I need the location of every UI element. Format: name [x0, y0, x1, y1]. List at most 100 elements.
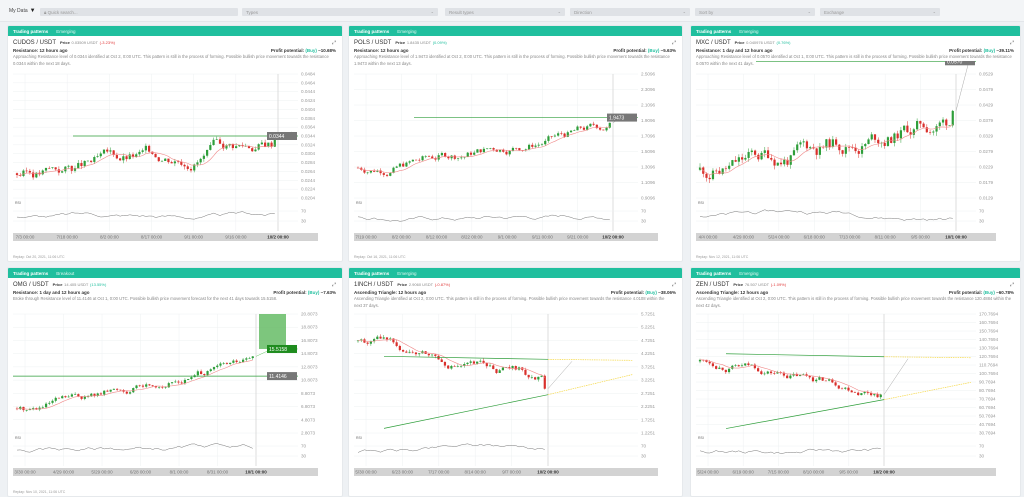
candle: [824, 380, 827, 382]
tab-trading-patterns[interactable]: Trading patterns: [354, 270, 390, 276]
candle: [450, 366, 453, 369]
pair-name[interactable]: MXC / USDT: [696, 40, 731, 46]
tab-status[interactable]: Emerging: [56, 28, 76, 34]
projection-arrow: [547, 361, 573, 389]
buy-badge: (Buy): [645, 290, 657, 295]
price-chart[interactable]: 0.0529 0.0479 0.0429 0.0379 0.0329 0.0279 0.02…: [691, 61, 1021, 253]
pair-name[interactable]: 1INCH / USDT: [354, 282, 394, 288]
profit-potential: Profit potential: (Buy) ~10.68%: [271, 48, 336, 53]
x-axis-band[interactable]: [696, 468, 996, 476]
candle: [782, 372, 786, 376]
price-chart[interactable]: 2.5096 2.3096 2.1096 1.9096 1.7096 1.5096 1.30…: [349, 61, 683, 253]
candle: [805, 141, 809, 149]
expand-icon[interactable]: ⤢: [1009, 282, 1014, 288]
tab-trading-patterns[interactable]: Trading patterns: [696, 270, 732, 276]
expand-icon[interactable]: ⤢: [331, 40, 336, 46]
candle: [405, 351, 408, 353]
price-chart[interactable]: 0.0484 0.0464 0.0444 0.0424 0.0404 0.0384 0.03…: [8, 61, 343, 253]
candle: [741, 157, 744, 160]
candle: [744, 363, 747, 366]
x-tick-label: 4/29 00:00: [53, 470, 75, 475]
candle: [434, 158, 437, 160]
tab-status[interactable]: Emerging: [397, 28, 417, 34]
y-tick-label: 0.0284: [301, 160, 315, 165]
candle: [102, 149, 106, 154]
chevron-down-icon: ⌄: [807, 9, 811, 14]
candle: [93, 393, 96, 397]
candle: [196, 162, 199, 165]
x-tick-label: 8/12 00:00: [426, 235, 448, 240]
pair-name[interactable]: OMG / USDT: [13, 282, 49, 288]
expand-icon[interactable]: ⤢: [1009, 40, 1014, 46]
pair-title: POLS / USDT Price 1.8435 USDT (0.09%): [354, 40, 447, 46]
direction-select[interactable]: Direction ⌄: [570, 8, 690, 16]
tab-trading-patterns[interactable]: Trading patterns: [13, 28, 49, 34]
tab-status[interactable]: Emerging: [739, 28, 759, 34]
candle: [718, 367, 721, 369]
buy-badge: (Buy): [307, 290, 320, 295]
expand-icon[interactable]: ⤢: [331, 282, 336, 288]
candle: [199, 371, 203, 375]
tab-status[interactable]: Emerging: [397, 270, 417, 276]
candle: [144, 145, 147, 151]
price-chart[interactable]: 170.7694 160.7694 150.7694 140.7694 130.7694…: [691, 301, 1021, 488]
x-tick-label: 6/28 00:00: [130, 470, 152, 475]
pair-name[interactable]: CUDOS / USDT: [13, 40, 57, 46]
candle: [511, 147, 515, 151]
expand-icon[interactable]: ⤢: [671, 40, 676, 46]
expand-icon[interactable]: ⤢: [671, 282, 676, 288]
quick-search-input[interactable]: 🔒︎ Quick search...: [40, 8, 238, 16]
moving-average-line: [16, 359, 253, 410]
candle: [232, 360, 235, 363]
candle: [57, 397, 61, 399]
candle: [563, 133, 566, 137]
x-tick-label: 7/19 00:00: [355, 235, 377, 240]
triangle-resistance-line: [383, 355, 549, 360]
price-label: Price: [734, 40, 745, 45]
sort-by-select[interactable]: Sort by ⌄: [695, 8, 815, 16]
x-axis-band[interactable]: [354, 233, 658, 241]
replay-timestamp: Replay: Oct 16, 2021, 11:06 UTC: [354, 255, 406, 259]
y-tick-label: 1.3096: [641, 165, 655, 170]
result-types-select[interactable]: Result types ⌄: [445, 8, 565, 16]
card-header: Trading patterns Emerging: [349, 268, 682, 278]
tab-status[interactable]: Breakout: [56, 270, 75, 276]
x-axis-band[interactable]: [13, 468, 318, 476]
x-tick-label: 9/1 00:00: [184, 235, 203, 240]
candle: [44, 403, 48, 408]
candle: [219, 363, 222, 366]
rsi-tick-label: 70: [641, 444, 647, 449]
pair-name[interactable]: POLS / USDT: [354, 40, 392, 46]
candle: [860, 146, 864, 154]
x-axis-band[interactable]: [696, 233, 996, 241]
candle: [802, 374, 805, 375]
candle: [808, 375, 811, 378]
rsi-line: [357, 214, 610, 222]
exchange-select[interactable]: Exchange ⌄: [820, 8, 940, 16]
rsi-tick-label: 30: [979, 454, 985, 459]
candle: [398, 345, 401, 351]
tab-trading-patterns[interactable]: Trading patterns: [354, 28, 390, 34]
candle: [135, 385, 138, 389]
candle: [132, 388, 135, 393]
x-axis-band[interactable]: [354, 468, 658, 476]
x-axis-band[interactable]: [13, 233, 318, 241]
candle: [190, 377, 193, 379]
y-tick-label: 4.2251: [641, 351, 655, 356]
candle: [54, 167, 57, 170]
rsi-tick-label: 70: [979, 209, 985, 214]
candle: [753, 150, 757, 155]
y-tick-label: 5.2251: [641, 325, 655, 330]
candle: [379, 336, 382, 339]
price-chart[interactable]: 20.8073 18.8073 16.8073 14.8073 12.8073 10.80…: [8, 301, 343, 488]
my-data-menu[interactable]: My Data ▼: [9, 8, 36, 14]
price-chart[interactable]: 5.7251 5.2251 4.7251 4.2251 3.7251 3.2251 2.72…: [349, 301, 683, 488]
candle: [411, 159, 414, 162]
tab-trading-patterns[interactable]: Trading patterns: [696, 28, 732, 34]
tab-trading-patterns[interactable]: Trading patterns: [13, 270, 49, 276]
pair-name[interactable]: ZEN / USDT: [696, 282, 730, 288]
types-select[interactable]: Types ⌄: [242, 8, 438, 16]
x-tick-label: 3/30 00:00: [14, 470, 36, 475]
candle: [501, 367, 505, 371]
tab-status[interactable]: Emerging: [739, 270, 759, 276]
